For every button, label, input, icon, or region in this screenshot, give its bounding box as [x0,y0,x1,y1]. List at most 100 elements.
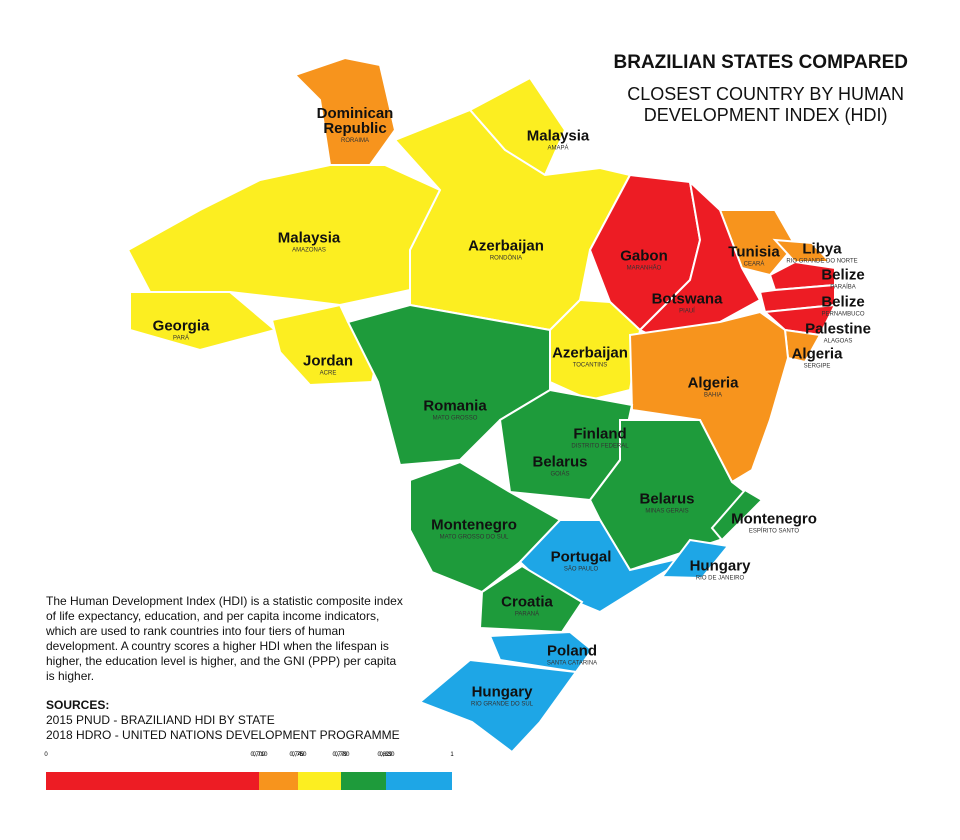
state-region [293,56,397,166]
state-name: Roraima [340,138,369,144]
state-label: Algeria Sergipe [792,347,843,370]
state-name: Ceará [743,261,765,268]
country-name: Malaysia [526,127,590,145]
country-name: Azerbaijan [468,237,544,255]
state-region [660,538,730,580]
scale-label: 0,710 [252,752,268,758]
country-name: Algeria [791,345,843,363]
country-name: Malaysia [277,229,341,247]
state-name: Sergipe [803,363,831,370]
state-name: Santa Catarina [546,660,598,667]
country-name: Belize [821,266,865,284]
state-name: São Paulo [563,566,599,573]
state-region [768,260,836,292]
state-label: Malaysia Amazonas [278,231,341,254]
state-label: Hungary Rio de Janeiro [690,559,751,582]
subtitle-line: DEVELOPMENT INDEX (HDI) [643,105,888,125]
state-label: Finland Distrito Federal [571,427,628,450]
source: 2015 PNUD - BRAZILIAND HDI BY STATE [46,713,275,727]
state-name: Piauí [679,308,695,315]
state-name: Amazonas [292,247,326,254]
state-name: Paraná [514,611,540,618]
state-name: Rio de Janeiro [695,575,745,582]
subtitle: CLOSEST COUNTRY BY HUMAN DEVELOPMENT INDE… [627,84,904,126]
state-name: Maranhão [626,265,662,272]
state-name: Tocantins [572,362,608,369]
state-name: Rondônia [489,255,523,262]
state-label: Montenegro Espírito Santo [731,512,817,535]
country-name: Azerbaijan [552,344,628,362]
scale-label: 0,830 [379,752,395,758]
title: BRAZILIAN STATES COMPARED [613,52,909,73]
description: The Human Development Index (HDI) is a s… [46,594,403,683]
state-label: Libya Rio Grande do Norte [786,242,857,265]
scale-segment [46,772,259,790]
country-name: Tunisia [728,243,780,261]
state-name: Amapá [547,145,569,152]
country-name: Dominican Republic [316,105,394,137]
country-name: Georgia [152,317,210,335]
state-name: Pará [173,335,189,342]
state-name: Acre [319,370,337,377]
state-label: Hungary Rio Grande do Sul [471,685,533,708]
scale-segment [298,772,341,790]
state-label: Portugal São Paulo [551,550,612,573]
state-label: Belize Paraíba [821,268,864,291]
country-name: Hungary [689,557,751,575]
sources: SOURCES: 2015 PNUD - BRAZILIAND HDI BY ST… [46,698,400,743]
country-name: Jordan [302,352,354,370]
state-region [758,283,836,314]
state-region [588,419,747,572]
state-label: Gabon Maranhão [620,249,668,272]
state-label: Azerbaijan Rondônia [468,239,544,262]
country-name: Belarus [639,490,695,508]
scale-label: 0,779 [332,752,348,758]
country-name: Romania [423,397,487,415]
state-label: Montenegro Mato Grosso do Sul [431,518,517,541]
state-label: Palestine Alagoas [805,322,871,345]
state-label: Belarus Minas Gerais [639,492,694,515]
country-name: Croatia [501,593,553,611]
source: 2018 HDRO - UNITED NATIONS DEVELOPMENT P… [46,728,400,742]
country-name: Finland [573,425,627,443]
scale-segment [386,772,452,790]
scale-label: 0,750 [291,752,307,758]
state-name: Distrito Federal [571,443,629,450]
state-label: Romania Mato Grosso [423,399,486,422]
hdi-scale: 0 0,709 0,710 0,749 0,750 0,779 0,780 0,829 0,83… [44,752,454,792]
country-name: Algeria [687,374,739,392]
sources-title: SOURCES: [46,698,110,712]
country-name: Poland [546,642,597,660]
state-region [772,238,833,263]
scale-label: 0 [44,752,48,758]
country-name: Portugal [550,548,612,566]
scale-label: 0,780 [334,752,350,758]
state-name: Alagoas [823,338,853,345]
state-region [418,658,578,754]
state-label: Georgia Pará [153,319,210,342]
country-name: Belarus [532,453,588,471]
state-label: Malaysia Amapá [527,129,590,152]
state-label: Jordan Acre [303,354,353,377]
state-label: Poland Santa Catarina [547,644,597,667]
state-name: Bahia [703,392,723,399]
state-name: Espírito Santo [748,528,800,535]
state-region [488,630,594,674]
country-name: Montenegro [731,510,817,528]
scale-segment [341,772,386,790]
state-name: Paraíba [830,284,856,291]
country-name: Palestine [805,320,871,338]
state-label: Botswana Piauí [652,292,723,315]
state-name: Rio Grande do Norte [786,258,858,265]
scale-label: 0,709 [250,752,266,758]
state-label: Dominican Republic Roraima [315,106,395,144]
scale-segment [259,772,298,790]
country-name: Montenegro [431,516,517,534]
scale-label: 0,829 [377,752,393,758]
state-region [628,310,790,484]
subtitle-line: CLOSEST COUNTRY BY HUMAN [627,84,904,104]
state-label: Belize Pernambuco [821,295,864,318]
state-label: Belarus Goiás [532,455,587,478]
